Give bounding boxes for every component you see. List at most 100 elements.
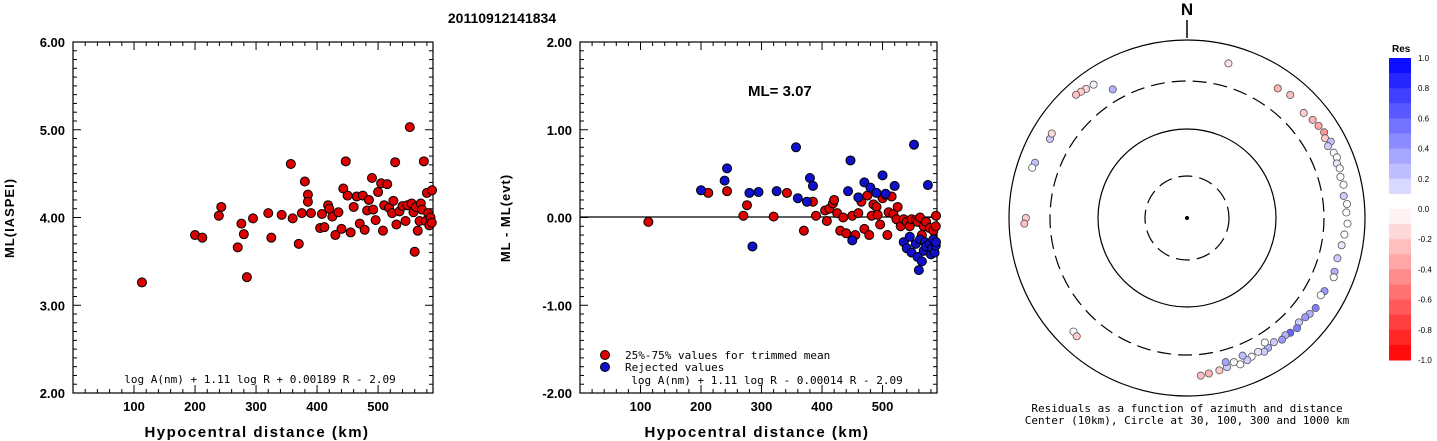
ml-label: ML= 3.07 bbox=[748, 83, 812, 100]
left-point bbox=[232, 242, 243, 253]
left-xlabel: Hypocentral distance (km) bbox=[144, 424, 369, 441]
middle-point bbox=[738, 210, 749, 221]
left-point bbox=[330, 230, 341, 241]
left-point bbox=[305, 208, 316, 219]
middle-point bbox=[877, 170, 888, 181]
left-x-tick-label: 300 bbox=[245, 399, 267, 414]
colorbar-tick-label: -0.6 bbox=[1418, 296, 1432, 305]
station-point bbox=[1333, 254, 1342, 263]
left-x-tick-label: 200 bbox=[184, 399, 206, 414]
colorbar-swatch bbox=[1389, 239, 1411, 255]
station-point bbox=[1089, 80, 1098, 89]
colorbar-swatch bbox=[1389, 299, 1411, 316]
left-point bbox=[426, 217, 437, 228]
middle-point bbox=[753, 187, 764, 198]
colorbar-swatch bbox=[1389, 88, 1411, 104]
station-point bbox=[1314, 121, 1323, 130]
station-point bbox=[1301, 313, 1310, 322]
colorbar-swatch bbox=[1389, 133, 1411, 150]
middle-point bbox=[843, 186, 854, 197]
left-point bbox=[418, 156, 429, 167]
left-point bbox=[382, 179, 393, 190]
left-point bbox=[370, 215, 381, 226]
legend-label-rejected: Rejected values bbox=[625, 361, 724, 374]
middle-y-tick-label: 2.00 bbox=[547, 35, 572, 50]
station-point bbox=[1286, 90, 1295, 99]
middle-point bbox=[916, 256, 927, 267]
left-point bbox=[236, 218, 247, 229]
left-point bbox=[293, 238, 304, 249]
outer-circle bbox=[1008, 39, 1366, 397]
station-point bbox=[1278, 335, 1287, 344]
left-point bbox=[316, 208, 327, 219]
left-point bbox=[366, 173, 377, 184]
station-point bbox=[1339, 191, 1348, 200]
station-point bbox=[1047, 129, 1056, 138]
middle-y-tick-label: 1.00 bbox=[547, 123, 572, 138]
left-point bbox=[400, 216, 411, 227]
middle-point bbox=[792, 193, 803, 204]
middle-point bbox=[880, 188, 891, 199]
station-point bbox=[1254, 347, 1263, 356]
left-point bbox=[241, 272, 252, 283]
left-point bbox=[276, 209, 287, 220]
middle-point bbox=[875, 219, 886, 230]
colorbar-swatch bbox=[1389, 209, 1411, 225]
legend-marker-trimmed bbox=[600, 350, 610, 360]
colorbar-swatch bbox=[1389, 103, 1411, 119]
colorbar-swatch bbox=[1389, 269, 1411, 285]
middle-point bbox=[771, 186, 782, 197]
epicenter-dot bbox=[1185, 216, 1189, 220]
station-point bbox=[1337, 241, 1346, 250]
middle-point bbox=[798, 225, 809, 236]
left-point bbox=[368, 204, 379, 215]
middle-point bbox=[853, 192, 864, 203]
middle-x-tick-label: 100 bbox=[630, 399, 652, 414]
azimuth-residual-plot: N Residuals as a function of azimuth and… bbox=[1008, 0, 1366, 427]
ring-30km bbox=[1144, 175, 1230, 261]
middle-point bbox=[719, 175, 730, 186]
left-point bbox=[197, 232, 208, 243]
colorbar-tick-label: -0.2 bbox=[1418, 235, 1432, 244]
left-formula: log A(nm) + 1.11 log R + 0.00189 R - 2.0… bbox=[124, 373, 396, 386]
colorbar-swatch bbox=[1389, 118, 1411, 134]
left-y-tick-label: 2.00 bbox=[40, 386, 65, 401]
station-point bbox=[1020, 219, 1029, 228]
left-point bbox=[319, 222, 330, 233]
middle-point bbox=[742, 200, 753, 211]
left-point bbox=[302, 196, 313, 207]
left-point bbox=[391, 219, 402, 230]
middle-y-tick-label: -2.00 bbox=[542, 386, 572, 401]
colorbar-swatch bbox=[1389, 224, 1411, 240]
left-point bbox=[238, 229, 249, 240]
middle-point bbox=[744, 187, 755, 198]
station-point bbox=[1339, 180, 1348, 189]
middle-point bbox=[864, 230, 875, 241]
station-point bbox=[1343, 219, 1352, 228]
middle-point bbox=[931, 237, 941, 248]
middle-point bbox=[791, 142, 802, 153]
left-point bbox=[248, 213, 258, 224]
left-point bbox=[390, 157, 401, 168]
middle-point bbox=[696, 185, 707, 196]
station-point bbox=[1108, 85, 1117, 94]
legend-marker-rejected bbox=[600, 362, 610, 372]
station-point bbox=[1293, 324, 1302, 333]
colorbar-swatch bbox=[1389, 148, 1411, 165]
middle-data-points bbox=[643, 139, 941, 276]
station-point bbox=[1299, 108, 1308, 117]
middle-point bbox=[930, 221, 941, 232]
left-y-tick-label: 5.00 bbox=[40, 123, 65, 138]
colorbar-tick-label: 0.8 bbox=[1418, 84, 1430, 93]
station-point bbox=[1072, 332, 1081, 341]
colorbar-tick-label: 1.0 bbox=[1418, 54, 1430, 63]
figure-title: 20110912141834 bbox=[448, 10, 556, 26]
station-residual-points bbox=[1020, 59, 1352, 380]
middle-point bbox=[821, 216, 832, 227]
middle-point bbox=[781, 187, 792, 198]
left-point bbox=[409, 246, 420, 257]
colorbar-tick-label: -0.8 bbox=[1418, 326, 1432, 335]
polar-caption-line2: Center (10km), Circle at 30, 100, 300 an… bbox=[1025, 414, 1350, 427]
colorbar-swatch bbox=[1389, 58, 1411, 74]
